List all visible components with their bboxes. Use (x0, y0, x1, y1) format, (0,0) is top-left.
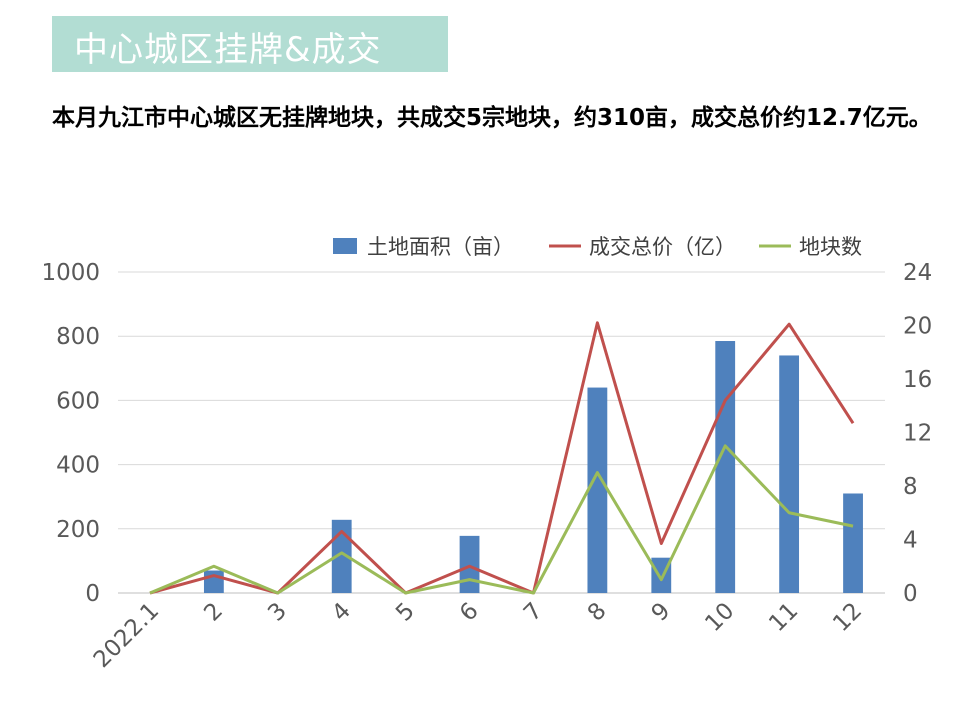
left-axis-tick-label: 400 (56, 453, 100, 479)
bar (779, 355, 800, 593)
right-axis-tick-label: 20 (903, 314, 932, 340)
x-axis-tick-label: 8 (583, 598, 612, 627)
x-axis-tick-label: 11 (764, 598, 803, 637)
right-axis-tick-label: 12 (903, 421, 932, 447)
right-axis-tick-label: 16 (903, 367, 932, 393)
x-axis-tick-label: 6 (455, 598, 484, 627)
count-series-line (149, 444, 854, 595)
left-axis-tick-label: 200 (56, 517, 100, 543)
x-axis-tick-label: 2022.1 (89, 598, 164, 673)
summary-text: 本月九江市中心城区无挂牌地块，共成交5宗地块，约310亩，成交总价约12.7亿元… (52, 105, 932, 131)
left-axis-tick-label: 600 (56, 388, 100, 414)
left-axis-tick-label: 800 (56, 324, 100, 350)
x-axis-tick-label: 3 (263, 598, 292, 627)
legend-label: 土地面积（亩） (367, 235, 514, 259)
x-axis-tick-label: 10 (700, 598, 739, 637)
left-axis-tick-label: 0 (85, 581, 100, 607)
bar (715, 341, 736, 593)
right-axis-tick-label: 24 (903, 260, 932, 286)
legend-label: 地块数 (799, 235, 862, 259)
left-axis-tick-label: 1000 (41, 260, 100, 286)
x-axis-tick-label: 7 (519, 598, 548, 627)
bar (587, 387, 608, 593)
x-axis-tick-label: 9 (647, 598, 676, 627)
bar (459, 535, 480, 593)
title-banner: 中心城区挂牌&成交 (52, 16, 448, 72)
bar (203, 570, 224, 593)
right-axis-tick-label: 0 (903, 581, 918, 607)
right-axis-tick-label: 8 (903, 474, 918, 500)
x-axis-tick-label: 4 (327, 598, 356, 627)
x-axis-tick-label: 5 (391, 598, 420, 627)
legend-label: 成交总价（亿） (589, 235, 736, 259)
bar (843, 493, 863, 593)
legend-bar-swatch (333, 238, 357, 254)
x-axis-tick-label: 2 (199, 598, 228, 627)
right-axis-tick-label: 4 (903, 528, 918, 554)
page-title: 中心城区挂牌&成交 (74, 30, 382, 70)
x-axis-tick-label: 12 (828, 598, 867, 637)
price-series-line (149, 321, 855, 595)
